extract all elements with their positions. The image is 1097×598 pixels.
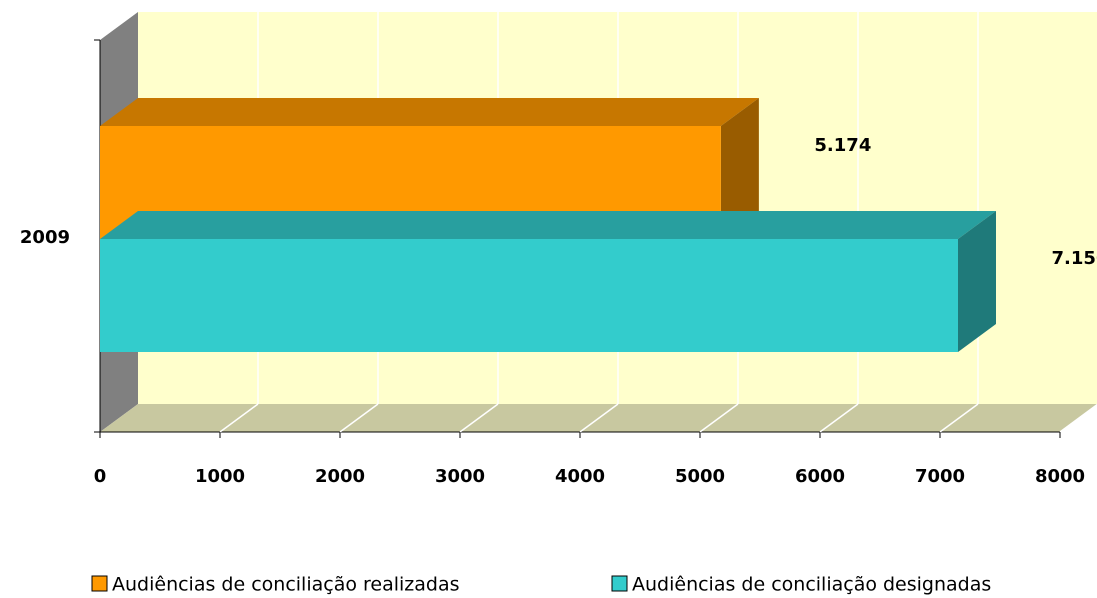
grid-line	[1059, 403, 1097, 433]
grid-line	[819, 403, 859, 433]
grid-line	[219, 403, 259, 433]
y-tick-label: 2009	[20, 227, 70, 248]
grid-line	[699, 403, 739, 433]
x-tick-label: 4000	[555, 466, 605, 487]
x-tick-label: 1000	[195, 466, 245, 487]
x-tick-label: 0	[94, 466, 107, 487]
grid-line	[459, 403, 499, 433]
bar-end	[720, 98, 759, 239]
legend-label: Audiências de conciliação designadas	[632, 574, 991, 596]
data-label: 5.174	[814, 135, 871, 156]
data-label: 7.150	[1052, 248, 1097, 269]
x-tick-label: 6000	[795, 466, 845, 487]
bar-top	[100, 211, 996, 239]
legend-label: Audiências de conciliação realizadas	[112, 574, 460, 596]
grid-line	[939, 403, 979, 433]
x-tick-label: 7000	[915, 466, 965, 487]
x-tick-label: 8000	[1035, 466, 1085, 487]
bar	[100, 239, 958, 352]
bar-end	[958, 211, 996, 352]
grid-line	[579, 403, 619, 433]
bar-top	[100, 98, 759, 126]
x-tick-label: 2000	[315, 466, 365, 487]
grid-line	[339, 403, 379, 433]
legend-swatch	[91, 575, 108, 592]
legend-swatch	[611, 575, 628, 592]
x-tick-label: 3000	[435, 466, 485, 487]
x-tick-label: 5000	[675, 466, 725, 487]
